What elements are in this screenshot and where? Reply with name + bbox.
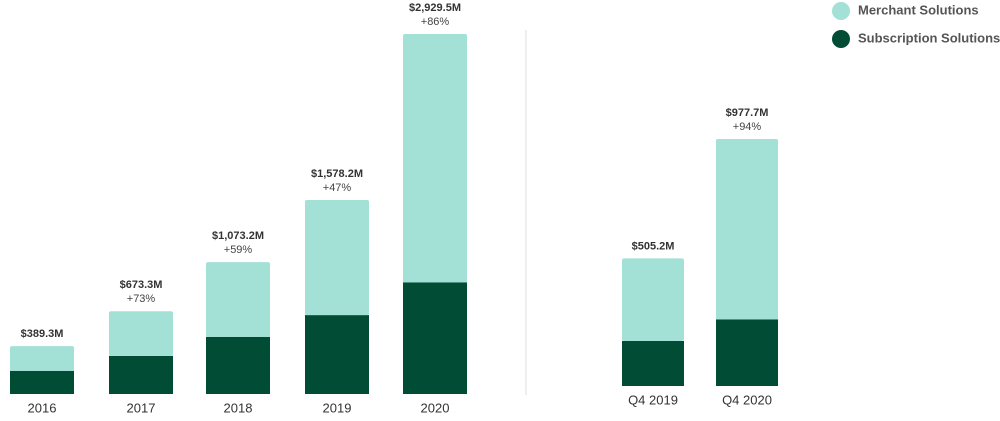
growth-label: +73% [127, 293, 156, 305]
bar-segment [403, 282, 467, 394]
growth-label: +86% [421, 16, 450, 28]
bar-segment [10, 370, 74, 394]
total-label: $673.3M [120, 279, 163, 291]
bar-segment [716, 139, 778, 320]
x-tick-label: 2018 [224, 400, 253, 415]
growth-label: +59% [224, 244, 253, 256]
bar-segment [716, 319, 778, 386]
legend-swatch [832, 2, 850, 20]
bar-segment [403, 34, 467, 283]
x-tick-label: 2017 [127, 400, 156, 415]
total-label: $2,929.5M [409, 2, 461, 14]
bar-segment [305, 200, 369, 316]
bar-segment [305, 315, 369, 394]
bar-segment [206, 262, 270, 337]
legend-label: Subscription Solutions [858, 30, 1000, 45]
legend-label: Merchant Solutions [858, 2, 979, 17]
bar-segment [109, 355, 173, 394]
bar-segment [622, 258, 684, 341]
bar-segment [109, 311, 173, 356]
total-label: $389.3M [21, 328, 64, 340]
legend-swatch [832, 30, 850, 48]
growth-label: +94% [733, 121, 762, 133]
x-tick-label: Q4 2020 [722, 392, 772, 407]
x-tick-label: Q4 2019 [628, 392, 678, 407]
bar-segment [10, 346, 74, 371]
bar-segment [206, 336, 270, 394]
x-tick-label: 2019 [323, 400, 352, 415]
total-label: $505.2M [632, 240, 675, 252]
growth-label: +47% [323, 182, 352, 194]
total-label: $1,073.2M [212, 230, 264, 242]
x-tick-label: 2020 [421, 400, 450, 415]
x-tick-label: 2016 [28, 400, 57, 415]
bar-segment [622, 340, 684, 386]
total-label: $1,578.2M [311, 168, 363, 180]
total-label: $977.7M [726, 107, 769, 119]
